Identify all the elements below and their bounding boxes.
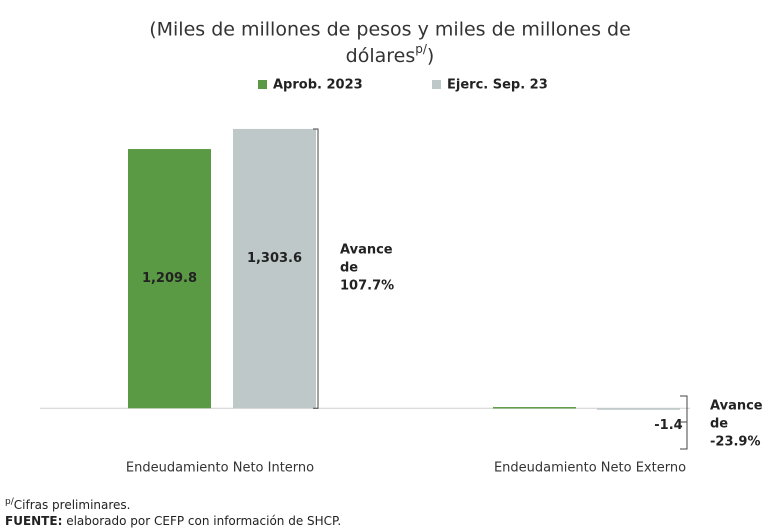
chart-title-line2: dólaresp/) xyxy=(346,42,435,67)
footnote-text: elaborado por CEFP con información de SH… xyxy=(62,514,341,528)
footnote-text: Cifras preliminares. xyxy=(14,498,131,512)
bracket xyxy=(680,395,688,450)
annotation: -23.9% xyxy=(710,435,761,450)
bracket xyxy=(313,128,319,409)
annotation: de xyxy=(710,417,728,432)
data-label: 1,209.8 xyxy=(142,271,197,286)
annotation: Avance xyxy=(710,399,763,414)
bar xyxy=(233,128,316,409)
footnote-prefix: FUENTE: xyxy=(5,514,62,528)
annotation: 107.7% xyxy=(340,279,394,294)
data-label: -1.4 xyxy=(654,418,682,433)
bar xyxy=(493,407,576,409)
data-label: 1,303.6 xyxy=(247,251,302,266)
bar xyxy=(597,408,680,410)
chart-title: (Miles de millones de pesos y miles de m… xyxy=(149,19,631,41)
bar xyxy=(128,149,211,409)
annotation: Avance xyxy=(340,243,393,258)
legend-swatch xyxy=(432,80,441,89)
legend-label: Aprob. 2023 xyxy=(273,78,363,93)
title-suffix: ) xyxy=(427,45,434,67)
title-superscript: p/ xyxy=(415,42,428,56)
legend-label: Ejerc. Sep. 23 xyxy=(447,78,548,93)
x-tick-label: Endeudamiento Neto Externo xyxy=(494,461,686,476)
annotation: de xyxy=(340,261,358,276)
x-tick-label: Endeudamiento Neto Interno xyxy=(126,461,314,476)
footnote-prefix: p/ xyxy=(5,497,15,507)
footnote: p/Cifras preliminares. xyxy=(5,497,130,512)
title-word: dólares xyxy=(346,45,416,67)
footnote: FUENTE: elaborado por CEFP con informaci… xyxy=(5,514,341,528)
legend-swatch xyxy=(258,80,267,89)
